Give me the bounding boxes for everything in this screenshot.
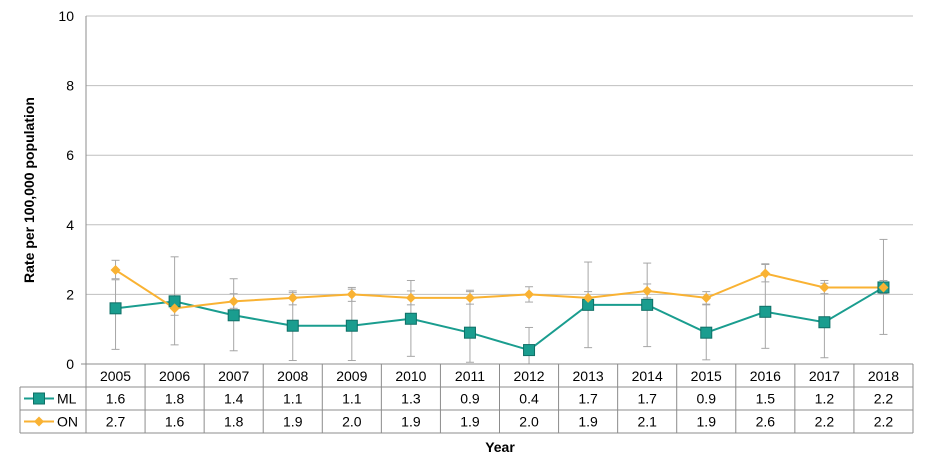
y-axis-ticks: 0 2 4 6 8 10 — [58, 8, 74, 372]
ml-point — [818, 316, 831, 329]
ml-point — [404, 312, 417, 325]
on-data-label: 2.0 — [519, 414, 539, 430]
on-point — [346, 289, 357, 300]
on-point — [760, 268, 771, 279]
ml-legend-label: ML — [57, 391, 77, 407]
ml-point — [227, 309, 240, 322]
x-tick-label: 2017 — [809, 368, 840, 384]
x-tick-label: 2014 — [632, 368, 663, 384]
x-tick-label: 2005 — [100, 368, 131, 384]
on-data-label: 2.2 — [815, 414, 835, 430]
on-data-label: 2.2 — [874, 414, 894, 430]
x-tick-label: 2015 — [691, 368, 722, 384]
x-tick-label: 2018 — [868, 368, 899, 384]
ml-point — [463, 326, 476, 339]
on-data-label: 1.9 — [697, 414, 717, 430]
ml-data-label: 1.1 — [283, 391, 303, 407]
axes — [81, 16, 87, 365]
on-data-label: 1.9 — [460, 414, 480, 430]
x-tick-label: 2013 — [573, 368, 604, 384]
ml-data-label: 1.7 — [578, 391, 598, 407]
ml-point — [109, 302, 122, 315]
x-tick-label: 2016 — [750, 368, 781, 384]
on-data-label: 1.9 — [283, 414, 303, 430]
on-point — [464, 292, 475, 303]
ml-data-label: 0.9 — [460, 391, 480, 407]
y-tick-label: 0 — [66, 356, 74, 372]
on-point — [110, 265, 121, 276]
ml-data-label: 1.6 — [106, 391, 126, 407]
ml-point — [759, 305, 772, 318]
y-axis-title: Rate per 100,000 population — [21, 97, 37, 283]
ml-data-label: 1.5 — [756, 391, 776, 407]
ml-data-label: 0.4 — [519, 391, 539, 407]
on-point — [642, 285, 653, 296]
x-tick-label: 2007 — [218, 368, 249, 384]
on-data-label: 1.9 — [401, 414, 421, 430]
on-point — [228, 296, 239, 307]
on-data-label: 1.8 — [224, 414, 244, 430]
ml-point — [700, 326, 713, 339]
ml-data-label: 1.7 — [637, 391, 657, 407]
ml-data-label: 2.2 — [874, 391, 894, 407]
on-legend-label: ON — [57, 414, 78, 430]
ml-data-label: 1.1 — [342, 391, 362, 407]
series-lines — [114, 269, 884, 352]
data-table: 2005 2006 2007 2008 2009 2010 2011 2012 2013 2014… — [19, 363, 914, 434]
x-tick-label: 2012 — [513, 368, 544, 384]
on-point — [583, 292, 594, 303]
on-legend-marker — [34, 416, 44, 427]
on-point — [405, 292, 416, 303]
on-point — [524, 289, 535, 300]
x-tick-label: 2010 — [395, 368, 426, 384]
ml-point — [345, 319, 358, 332]
ml-data-label: 1.4 — [224, 391, 244, 407]
on-point — [169, 303, 180, 314]
y-tick-label: 6 — [66, 147, 74, 163]
ml-point — [641, 298, 654, 311]
y-tick-label: 4 — [66, 217, 74, 233]
ml-data-label: 1.8 — [165, 391, 185, 407]
on-data-label: 2.1 — [637, 414, 657, 430]
on-series-line — [114, 269, 884, 310]
x-tick-label: 2008 — [277, 368, 308, 384]
series-markers — [109, 265, 890, 357]
on-data-label: 1.9 — [578, 414, 598, 430]
on-point — [878, 282, 889, 293]
on-point — [701, 292, 712, 303]
on-point — [287, 292, 298, 303]
gridlines — [86, 15, 913, 295]
ml-point — [286, 319, 299, 332]
on-data-label: 2.7 — [106, 414, 126, 430]
ml-legend-marker — [33, 392, 45, 405]
x-tick-label: 2011 — [455, 368, 485, 384]
on-data-label: 1.6 — [165, 414, 185, 430]
ml-point — [523, 344, 536, 357]
y-tick-label: 2 — [66, 286, 74, 302]
ml-data-label: 1.2 — [815, 391, 835, 407]
x-axis-title: Year — [485, 439, 515, 455]
on-data-label: 2.0 — [342, 414, 362, 430]
x-tick-label: 2006 — [159, 368, 190, 384]
on-data-label: 2.6 — [756, 414, 776, 430]
x-tick-label: 2009 — [336, 368, 367, 384]
ml-data-label: 0.9 — [697, 391, 717, 407]
y-tick-label: 8 — [66, 78, 74, 94]
ml-series-line — [115, 286, 884, 352]
ml-data-label: 1.3 — [401, 391, 421, 407]
y-tick-label: 10 — [58, 8, 74, 24]
on-point — [819, 282, 830, 293]
